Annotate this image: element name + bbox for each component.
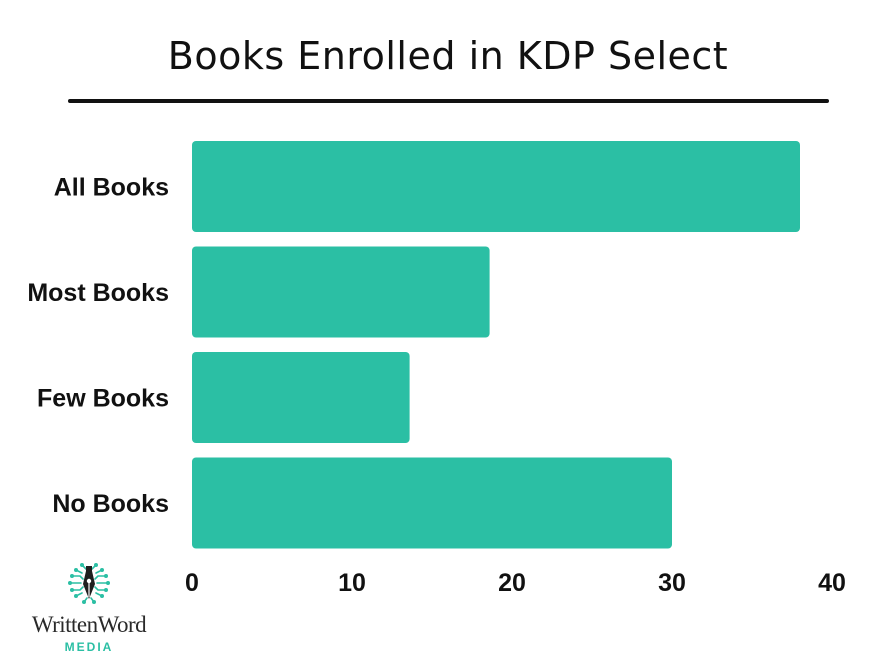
pen-nib-circuit-icon <box>68 563 110 604</box>
x-tick-label: 40 <box>818 569 846 597</box>
bar-no-books <box>192 457 672 549</box>
category-label: All Books <box>54 174 169 202</box>
bar-all-books <box>192 141 800 232</box>
bar-few-books <box>192 352 410 443</box>
bar-most-books <box>192 246 490 338</box>
chart-title: Books Enrolled in KDP Select <box>167 34 729 78</box>
category-label: Few Books <box>37 385 169 413</box>
x-tick-label: 10 <box>338 569 366 597</box>
category-labels: All Books Most Books Few Books No Books <box>27 174 169 519</box>
logo-subtitle: MEDIA <box>64 640 114 654</box>
writtenword-logo: WrittenWord MEDIA <box>14 556 164 656</box>
category-label: Most Books <box>27 279 169 307</box>
x-tick-label: 20 <box>498 569 526 597</box>
logo-wordmark: WrittenWord <box>31 612 147 637</box>
x-axis-ticks: 0 10 20 30 40 <box>185 569 846 597</box>
x-tick-label: 0 <box>185 569 199 597</box>
category-label: No Books <box>52 490 169 518</box>
x-tick-label: 30 <box>658 569 686 597</box>
title-underline <box>68 99 829 103</box>
bars-layer <box>192 141 800 549</box>
